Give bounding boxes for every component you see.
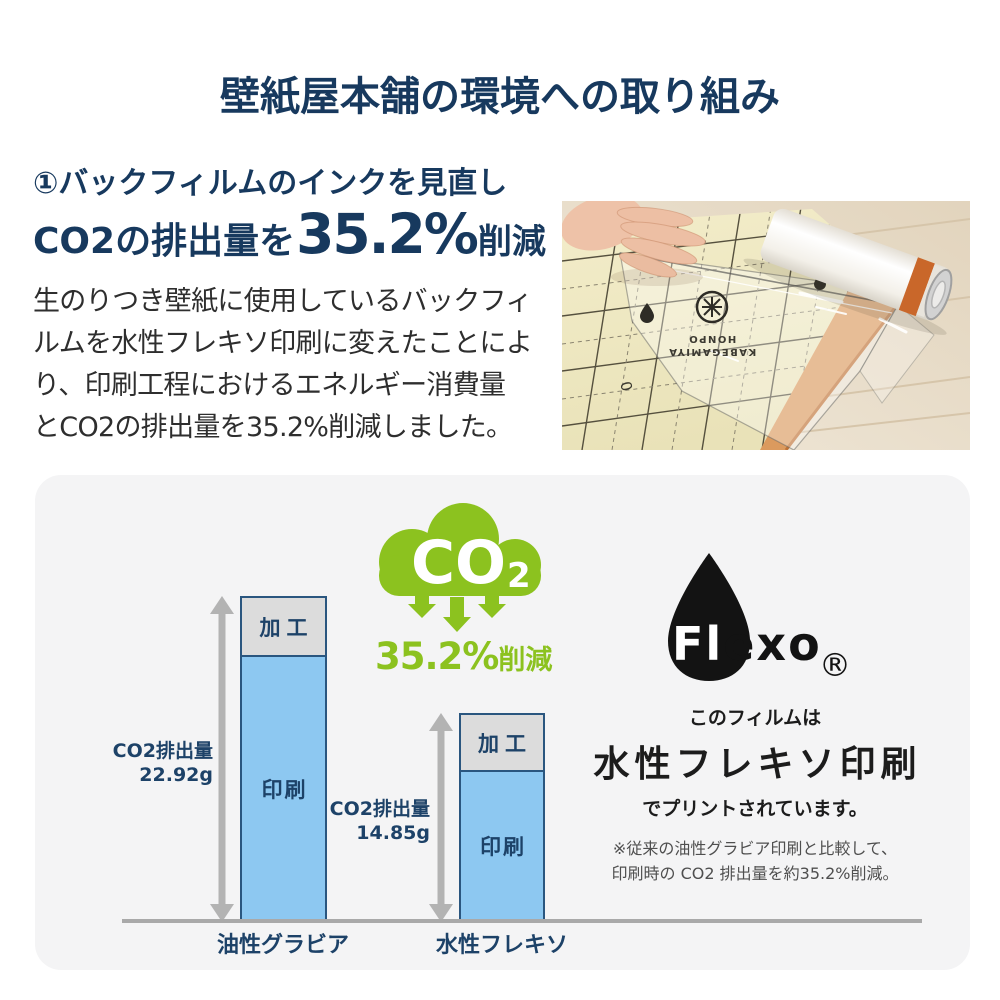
flexo-notes: ※従来の油性グラビア印刷と比較して、 印刷時の CO2 排出量を約35.2%削減… (545, 836, 965, 886)
flexo-wordmark-black: exo (723, 617, 821, 671)
flexo-wordmark-white: Fl (672, 617, 723, 671)
roll-orange-band (898, 257, 935, 317)
co2-headline-prefix: CO2の排出量を (33, 221, 296, 262)
co2-cloud-icon: CO 2 (379, 503, 541, 632)
measure-arrow-right (429, 713, 453, 922)
measure-arrow-left (210, 596, 234, 922)
down-arrow-icon (408, 593, 436, 618)
flexo-caption: このフィルムは 水性フレキソ印刷 でプリントされています。 ※従来の油性グラビア… (545, 703, 965, 886)
film-droplet-mark (814, 273, 826, 290)
film-droplet-mark (640, 303, 654, 323)
film-brand-line2: HONPO (688, 333, 737, 344)
total-label-water-flexo: CO2排出量 14.85g (280, 797, 430, 845)
segment-label: 印刷 (480, 835, 526, 859)
total-label-value: 22.92g (139, 764, 213, 786)
sheet-orange-edge (760, 263, 900, 450)
intro-body-line: り、印刷工程におけるエネルギー消費量 (33, 370, 506, 401)
chart-panel: CO 2 35.2%削減 加工 印刷 (35, 475, 970, 970)
product-photo: 0 KABEGAMIYA HONPO (562, 201, 970, 450)
category-label-water-flexo: 水性フレキソ (435, 933, 568, 958)
product-photo-illustration: 0 KABEGAMIYA HONPO (562, 201, 970, 450)
flexo-logo: Flexo ® (668, 553, 851, 684)
flexo-note-line2: 印刷時の CO2 排出量を約35.2%削減。 (611, 864, 899, 883)
film-brand-line1: KABEGAMIYA (668, 346, 757, 357)
cloud-co2-text: CO (411, 528, 506, 598)
co2-headline-highlight: 35.2% (296, 202, 479, 266)
film-glints (711, 291, 908, 362)
wallpaper-roll (743, 208, 953, 335)
co2-headline-suffix: 削減 (477, 222, 546, 262)
intro-heading: ①バックフィルムのインクを見直し (33, 166, 508, 201)
bar-segment-processing: 加工 (461, 715, 543, 772)
intro-body-line: とCO2の排出量を35.2%削減しました。 (33, 412, 513, 443)
segment-label: 加工 (259, 615, 314, 640)
total-label-value: 14.85g (356, 822, 430, 844)
flexo-wordmark: Flexo (672, 617, 822, 671)
flexo-note-line1: ※従来の油性グラビア印刷と比較して、 (612, 839, 898, 858)
intro-body-line: ルムを水性フレキソ印刷に変えたことによ (33, 328, 533, 359)
droplet-icon (668, 553, 750, 681)
flexo-caption-line1: このフィルムは (688, 707, 822, 729)
total-label-oil-gravure: CO2排出量 22.92g (63, 739, 213, 787)
segment-label: 印刷 (261, 777, 308, 802)
intro-body: 生のりつき壁紙に使用しているバックフィ ルムを水性フレキソ印刷に変えたことによ … (33, 281, 558, 449)
segment-label: 加工 (478, 731, 532, 756)
reduction-value: 35.2% (375, 635, 499, 678)
bar-segment-printing: 印刷 (461, 772, 543, 920)
x-axis (122, 919, 922, 923)
film-brand-print: KABEGAMIYA HONPO (668, 290, 757, 357)
flexo-caption-line2: 水性フレキソ印刷 (593, 744, 922, 785)
category-label-oil-gravure: 油性グラビア (216, 933, 349, 958)
reduction-suffix: 削減 (498, 645, 553, 676)
registered-trademark-icon: ® (819, 646, 851, 684)
intro-body-line: 生のりつき壁紙に使用しているバックフィ (33, 286, 532, 317)
reduction-callout: 35.2%削減 (375, 635, 552, 678)
bar-water-flexo: 加工 印刷 (459, 713, 545, 922)
total-label-title: CO2排出量 (112, 740, 213, 762)
bar-segment-printing: 印刷 (242, 657, 325, 920)
bar-oil-gravure: 加工 印刷 (240, 596, 327, 922)
total-label-title: CO2排出量 (329, 798, 430, 820)
co2-headline: CO2の排出量を 35.2% 削減 (33, 202, 546, 266)
bar-segment-processing: 加工 (242, 598, 325, 657)
down-arrow-icon (478, 593, 506, 618)
cloud-co2-subscript: 2 (507, 556, 531, 596)
down-arrow-icon (443, 597, 471, 632)
hand (562, 201, 706, 286)
flexo-caption-line3: でプリントされています。 (642, 798, 868, 820)
sheet-ruler-number: 0 (616, 379, 636, 393)
page-title: 壁紙屋本舗の環境への取り組み (220, 74, 780, 120)
